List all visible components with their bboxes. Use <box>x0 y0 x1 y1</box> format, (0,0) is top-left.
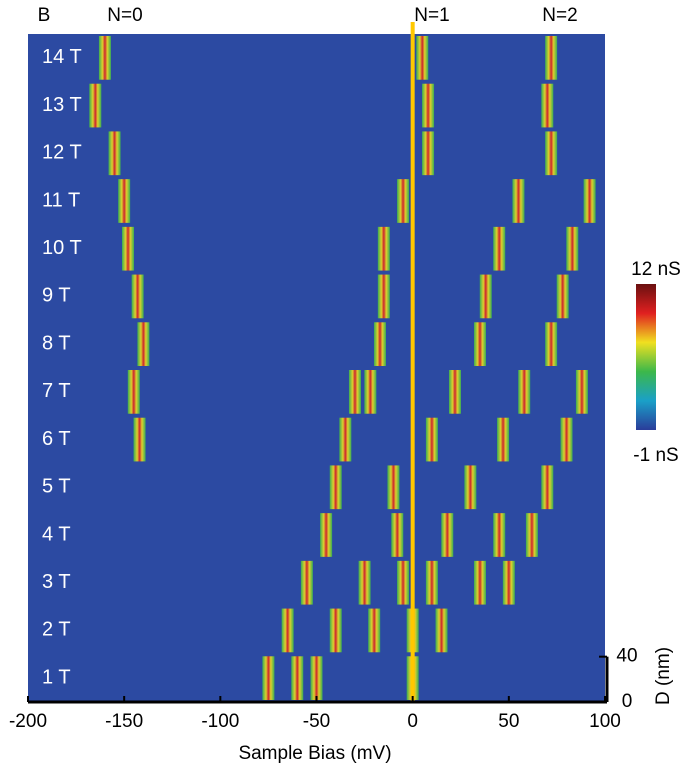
peak <box>98 36 111 80</box>
level-label: N=2 <box>542 5 577 26</box>
x-tick-label: -150 <box>105 711 143 732</box>
peak <box>422 131 435 176</box>
peak <box>422 83 435 128</box>
colorbar <box>636 284 656 430</box>
peak <box>127 370 140 414</box>
peak <box>339 417 352 462</box>
peak <box>358 560 371 605</box>
peak <box>464 465 477 510</box>
field-label: 6 T <box>42 428 71 450</box>
peak <box>583 179 596 223</box>
peak <box>493 513 506 557</box>
field-label: 4 T <box>42 523 71 545</box>
peak <box>377 226 390 271</box>
x-tick-label: -50 <box>303 711 330 732</box>
field-label: 12 T <box>42 142 82 164</box>
peak <box>320 513 333 557</box>
peak <box>545 322 558 366</box>
peak <box>348 370 361 414</box>
peak <box>89 83 102 128</box>
peak <box>133 417 146 462</box>
peak <box>281 608 294 653</box>
peak <box>131 274 144 319</box>
peak <box>397 560 410 605</box>
x-tick-label: 0 <box>407 711 418 732</box>
peak <box>377 274 390 319</box>
peak <box>391 513 404 557</box>
peak <box>479 274 492 319</box>
peak <box>545 131 558 176</box>
peak <box>435 608 448 653</box>
peak <box>425 417 438 462</box>
scale-tick-label: 0 <box>622 691 633 712</box>
peak <box>291 656 304 700</box>
peak <box>512 179 525 223</box>
peak <box>137 322 150 366</box>
peak <box>448 370 461 414</box>
field-label: 10 T <box>42 237 82 259</box>
peak <box>364 370 377 414</box>
x-tick-label: 100 <box>589 711 621 732</box>
peak <box>118 179 131 223</box>
field-label: 2 T <box>42 619 71 641</box>
colorbar-label: -1 nS <box>633 445 678 466</box>
level-label: N=0 <box>107 5 142 26</box>
peak <box>502 560 515 605</box>
x-tick-label: -200 <box>9 711 47 732</box>
peak <box>416 36 429 80</box>
peak <box>545 36 558 80</box>
field-label: 11 T <box>42 189 80 211</box>
x-tick-label: -100 <box>201 711 239 732</box>
peak <box>525 513 538 557</box>
peak <box>387 465 400 510</box>
field-label: 14 T <box>42 46 82 68</box>
peak <box>373 322 386 366</box>
peak <box>473 322 486 366</box>
peak <box>497 417 510 462</box>
x-tick-label: 50 <box>498 711 519 732</box>
peak <box>560 417 573 462</box>
field-label: 5 T <box>42 476 71 498</box>
field-label: 7 T <box>42 380 71 402</box>
peak <box>329 608 342 653</box>
peak <box>518 370 531 414</box>
field-label: 13 T <box>42 94 82 116</box>
peak <box>556 274 569 319</box>
field-header: B <box>38 5 51 26</box>
peak <box>122 226 135 271</box>
colorbar-label: 12 nS <box>631 259 681 280</box>
x-axis-label: Sample Bias (mV) <box>238 743 391 764</box>
field-label: 9 T <box>42 285 71 307</box>
peak <box>566 226 579 271</box>
peak <box>473 560 486 605</box>
peak <box>108 131 121 176</box>
peak <box>493 226 506 271</box>
peak <box>441 513 454 557</box>
peak <box>425 560 438 605</box>
peak <box>262 656 275 700</box>
peak <box>329 465 342 510</box>
peak <box>541 465 554 510</box>
peak <box>575 370 588 414</box>
scale-tick-label: 40 <box>616 646 637 667</box>
peak <box>541 83 554 128</box>
field-label: 1 T <box>42 666 71 688</box>
peak <box>368 608 381 653</box>
field-label: 8 T <box>42 332 71 354</box>
peak <box>397 179 410 223</box>
peak <box>310 656 323 700</box>
field-label: 3 T <box>42 571 71 593</box>
peak <box>300 560 313 605</box>
scale-label: D (nm) <box>653 647 674 705</box>
level-label: N=1 <box>414 5 449 26</box>
